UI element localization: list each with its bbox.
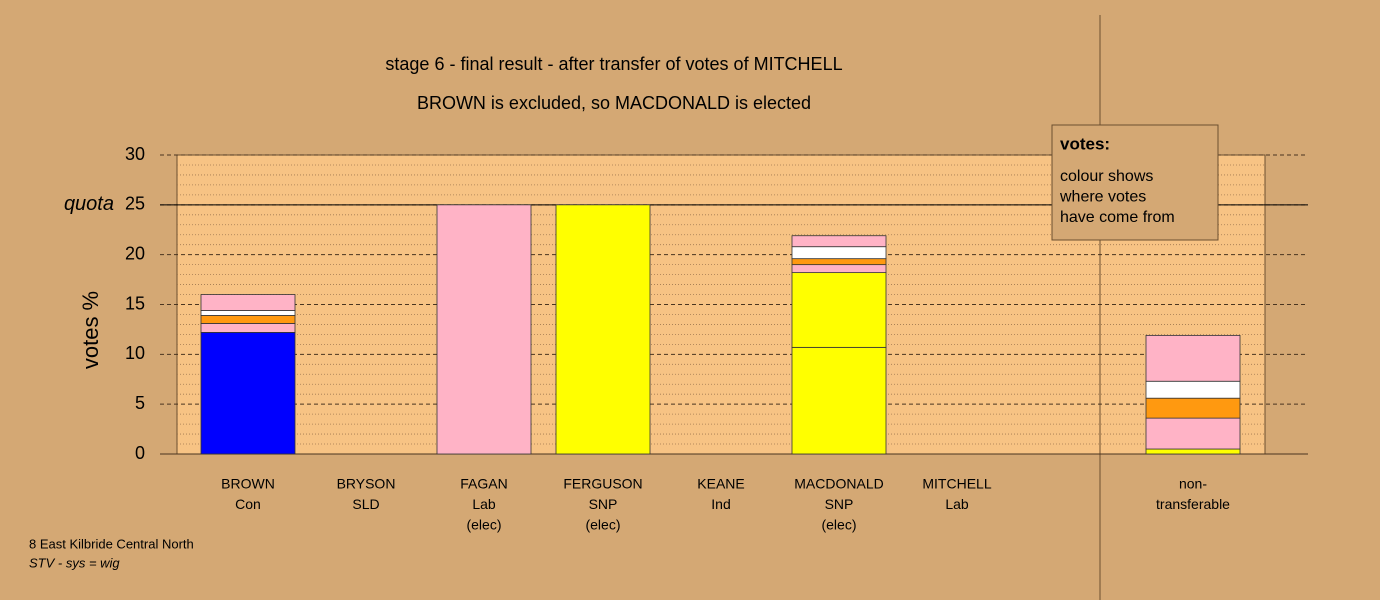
x-tick-label: FAGAN bbox=[460, 476, 507, 492]
x-tick-label: (elec) bbox=[585, 517, 620, 533]
bar-segment bbox=[791, 246, 887, 260]
x-tick-label: SNP bbox=[589, 496, 618, 512]
x-tick-label: MACDONALD bbox=[794, 476, 883, 492]
x-tick-label: (elec) bbox=[821, 517, 856, 533]
x-tick-label: SLD bbox=[352, 496, 379, 512]
footer: 8 East Kilbride Central North bbox=[29, 536, 194, 551]
y-tick-label: 15 bbox=[125, 293, 145, 313]
bar-segment bbox=[1145, 448, 1241, 455]
bar-segment bbox=[791, 272, 887, 348]
x-tick-label: Lab bbox=[472, 496, 496, 512]
x-tick-label: FERGUSON bbox=[563, 476, 642, 492]
bar-segment bbox=[1145, 397, 1241, 419]
x-tick-label: BRYSON bbox=[337, 476, 396, 492]
legend-text: where votes bbox=[1059, 189, 1146, 206]
bar-segment bbox=[200, 332, 296, 455]
legend-text: have come from bbox=[1060, 209, 1175, 226]
bar-segment bbox=[555, 204, 651, 455]
x-tick-label: Ind bbox=[711, 496, 730, 512]
quota-label: quota bbox=[64, 193, 114, 215]
y-tick-label: 5 bbox=[135, 393, 145, 413]
y-tick-label: 20 bbox=[125, 243, 145, 263]
chart-title: stage 6 - final result - after transfer … bbox=[385, 54, 842, 74]
x-tick-label: BROWN bbox=[221, 476, 275, 492]
legend-title: votes: bbox=[1060, 134, 1110, 153]
x-tick-label: Lab bbox=[945, 496, 969, 512]
chart-subtitle: BROWN is excluded, so MACDONALD is elect… bbox=[417, 93, 811, 113]
x-tick-label: Con bbox=[235, 496, 261, 512]
y-tick-label: 0 bbox=[135, 443, 145, 463]
bar-segment bbox=[200, 294, 296, 311]
x-tick-label: KEANE bbox=[697, 476, 744, 492]
bar-segment bbox=[200, 323, 296, 333]
legend-box bbox=[1051, 124, 1219, 241]
y-tick-label: 25 bbox=[125, 194, 145, 214]
footer: STV - sys = wig bbox=[29, 555, 120, 570]
bar-segment bbox=[200, 310, 296, 316]
bar-segment bbox=[1145, 417, 1241, 450]
bar-segment bbox=[791, 346, 887, 455]
bar-segment bbox=[1145, 334, 1241, 382]
bar-segment bbox=[436, 204, 532, 455]
bar-segment bbox=[200, 315, 296, 324]
x-tick-label: non- bbox=[1179, 476, 1207, 492]
bar-segment bbox=[791, 258, 887, 266]
y-axis-label: votes % bbox=[78, 291, 103, 369]
legend-text: colour shows bbox=[1060, 168, 1153, 185]
bar-segment bbox=[1145, 380, 1241, 399]
x-tick-label: MITCHELL bbox=[922, 476, 991, 492]
x-tick-label: SNP bbox=[825, 496, 854, 512]
x-tick-label: transferable bbox=[1156, 496, 1230, 512]
bar-segment bbox=[791, 264, 887, 274]
y-tick-label: 30 bbox=[125, 144, 145, 164]
bar-segment bbox=[791, 235, 887, 248]
x-tick-label: (elec) bbox=[466, 517, 501, 533]
y-tick-label: 10 bbox=[125, 343, 145, 363]
